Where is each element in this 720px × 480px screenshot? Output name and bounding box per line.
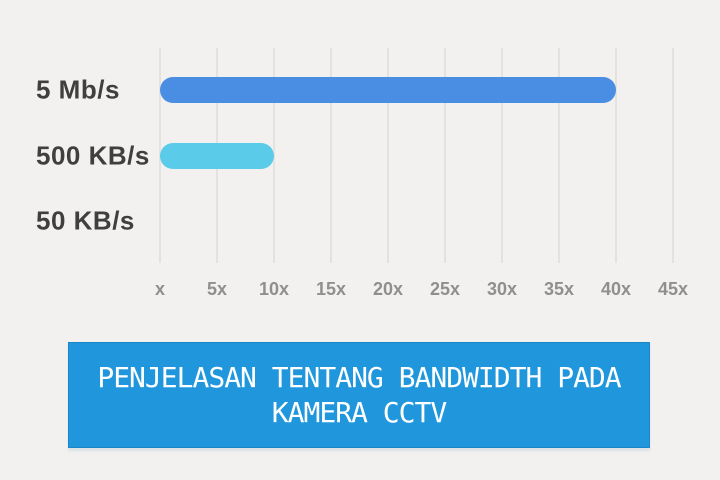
title-banner: PENJELASAN TENTANG BANDWIDTH PADA KAMERA… — [68, 342, 650, 448]
gridline — [387, 48, 389, 263]
x-tick-label: 30x — [486, 279, 518, 299]
gridline — [444, 48, 446, 263]
x-tick-label: 5x — [206, 279, 228, 299]
category-label: 500 KB/s — [36, 140, 150, 171]
x-tick-label: 10x — [258, 279, 290, 299]
x-tick-label: 45x — [657, 279, 689, 299]
gridline — [615, 48, 617, 263]
x-tick-label: 25x — [429, 279, 461, 299]
gridline — [330, 48, 332, 263]
gridline — [273, 48, 275, 263]
x-tick-label: x — [154, 279, 166, 299]
x-tick-label: 35x — [543, 279, 575, 299]
x-tick-label: 40x — [600, 279, 632, 299]
category-label: 50 KB/s — [36, 205, 135, 236]
x-tick-label: 20x — [372, 279, 404, 299]
title-line-1: PENJELASAN TENTANG BANDWIDTH PADA — [97, 361, 621, 394]
category-label: 5 Mb/s — [36, 74, 120, 105]
bar-500-kb-s — [160, 143, 274, 169]
title-line-2: KAMERA CCTV — [271, 396, 447, 429]
bar-5-mb-s — [160, 77, 616, 103]
x-tick-label: 15x — [315, 279, 347, 299]
gridline — [501, 48, 503, 263]
gridline — [558, 48, 560, 263]
gridline — [672, 48, 674, 263]
